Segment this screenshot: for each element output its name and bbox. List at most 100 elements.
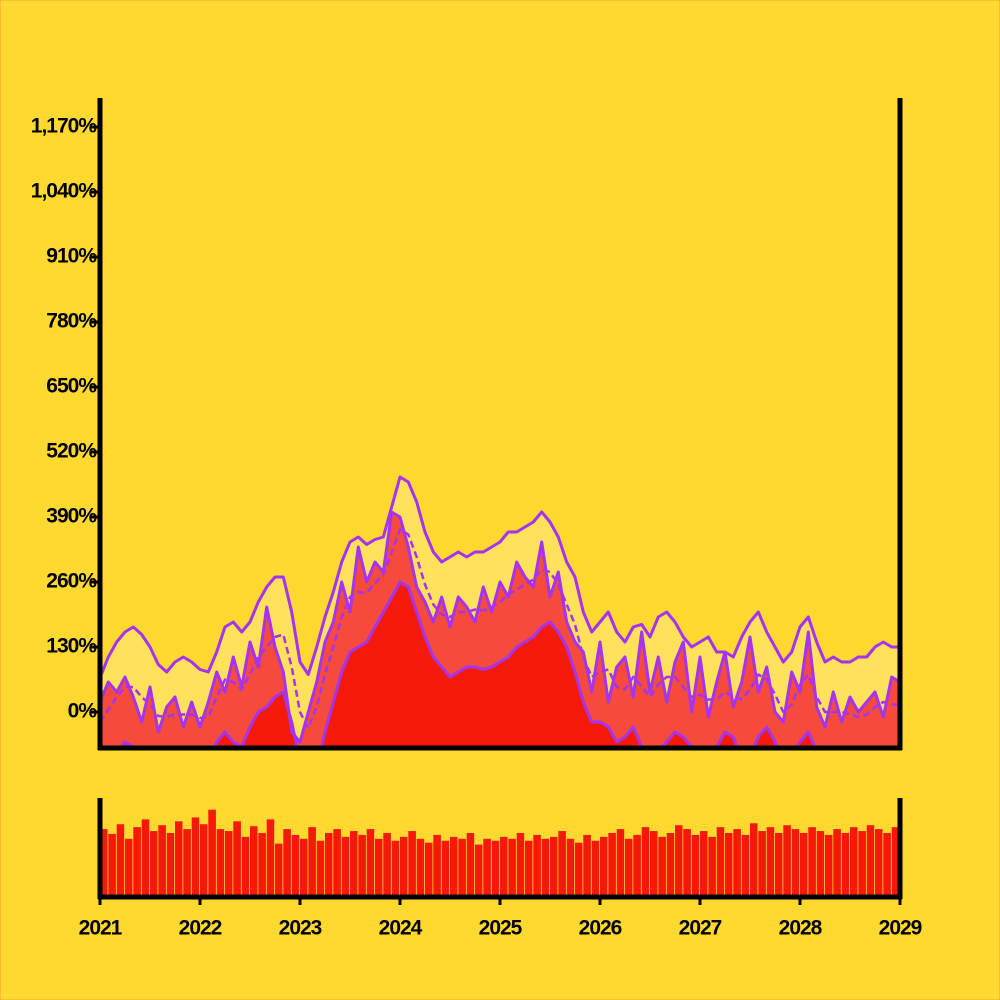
volume-bar (458, 838, 466, 897)
x-tick-label: 2026 (579, 917, 622, 940)
volume-bar (466, 832, 475, 897)
volume-bar (266, 819, 275, 897)
volume-bar (383, 832, 391, 897)
volume-bar (783, 825, 791, 897)
volume-bar (525, 840, 533, 897)
x-tick-label: 2023 (279, 917, 322, 940)
volume-bar (700, 831, 708, 897)
volume-bar (450, 836, 458, 897)
y-tick-label: 260% (46, 570, 97, 593)
volume-bar (358, 834, 366, 897)
volume-bar (791, 829, 800, 897)
volume-bar (108, 833, 116, 897)
volume-bar (500, 836, 508, 897)
volume-bar (200, 824, 208, 897)
volume-bar (391, 840, 400, 897)
volume-bar (758, 831, 766, 897)
volume-bar (825, 834, 833, 897)
volume-bar (608, 832, 616, 897)
x-tick-label: 2028 (779, 917, 823, 940)
volume-bar (866, 825, 875, 897)
band-line (118, 580, 817, 748)
volume-bar (183, 829, 191, 897)
volume-bar (400, 836, 408, 897)
volume-bar (100, 829, 108, 897)
volume-bar (841, 832, 850, 897)
volume-bar (766, 827, 775, 897)
volume-bar (116, 824, 125, 897)
volume-bar (225, 831, 233, 897)
band-area (120, 582, 816, 748)
x-tick-label: 2029 (879, 917, 922, 940)
volume-bar (733, 829, 741, 897)
volume-bar (750, 823, 758, 897)
volume-bar (858, 831, 866, 897)
y-tick-label: 390% (46, 505, 97, 528)
volume-bar (325, 832, 333, 897)
band-line (100, 475, 900, 679)
volume-bar (333, 829, 341, 897)
volume-bar (575, 842, 583, 897)
volume-bar (158, 825, 166, 897)
volume-bar (475, 844, 483, 897)
volume-bar (558, 831, 566, 897)
plot-area (100, 475, 900, 748)
volume-bar (350, 831, 358, 897)
y-tick-label: 0% (68, 700, 98, 723)
volume-bar (583, 834, 591, 897)
volume-bar (233, 821, 241, 897)
volume-bar (491, 840, 500, 897)
volume-bar (141, 819, 150, 897)
volume-bar (833, 829, 841, 897)
volume-bar (258, 832, 266, 897)
x-tick-label: 2024 (379, 917, 423, 940)
band-line (100, 510, 900, 744)
volume-bar (516, 832, 525, 897)
volume-bar (250, 826, 258, 897)
y-tick-label: 1,170% (31, 115, 98, 138)
volume-bar (616, 829, 625, 897)
volume-bar (641, 827, 650, 897)
volume-bar (300, 838, 308, 897)
volume-bar (633, 834, 641, 897)
y-tick-label: 520% (46, 440, 97, 463)
volume-bar (675, 825, 683, 897)
volume-panel (100, 809, 900, 897)
volume-bar (216, 829, 225, 897)
volume-bar (883, 832, 891, 897)
x-tick-label: 2025 (479, 917, 523, 940)
volume-bar (658, 836, 666, 897)
y-tick-label: 650% (46, 375, 97, 398)
volume-bar (425, 842, 433, 897)
volume-bar (875, 829, 883, 897)
x-tick-label: 2027 (679, 917, 722, 940)
volume-bar (308, 827, 316, 897)
volume-bar (716, 827, 725, 897)
volume-bar (816, 831, 825, 897)
volume-bar (708, 836, 716, 897)
axes: 0% 130% 260% 390% 520% 650% 780% 910% 1,040% 1,17… (31, 98, 923, 940)
volume-bar (483, 838, 491, 897)
volume-bar (591, 840, 600, 897)
volume-bar (125, 838, 133, 897)
volume-bar (291, 834, 300, 897)
volume-bar (241, 836, 250, 897)
volume-bar (683, 829, 691, 897)
volume-bar (166, 832, 175, 897)
volume-bar (275, 843, 283, 897)
volume-bar (175, 821, 183, 897)
volume-bar (366, 829, 375, 897)
volume-bar (433, 834, 441, 897)
volume-bar (375, 838, 383, 897)
y-tick-label: 130% (46, 635, 97, 658)
volume-bar (283, 829, 291, 897)
volume-bar (666, 832, 675, 897)
volume-bar (691, 834, 700, 897)
band-area (100, 512, 900, 748)
y-tick-label: 1,040% (31, 180, 98, 203)
volume-bar (508, 838, 516, 897)
y-tick-label: 780% (46, 310, 97, 333)
volume-bar (133, 827, 141, 897)
volume-bar (416, 838, 425, 897)
